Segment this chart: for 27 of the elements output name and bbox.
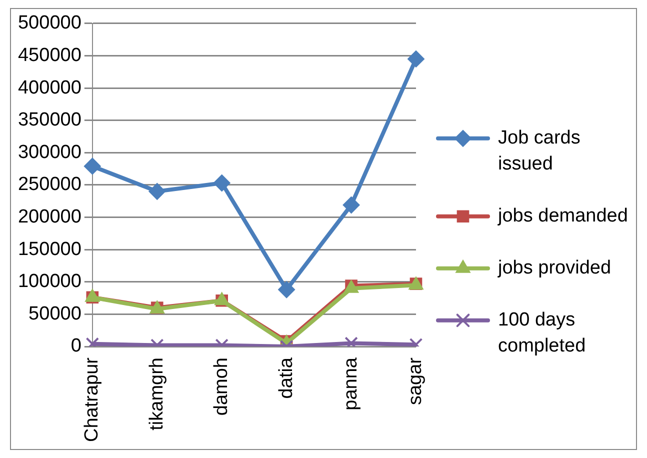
y-tick-label: 400000	[18, 77, 82, 98]
y-tick-label: 350000	[18, 110, 82, 131]
y-tick-label: 0	[70, 336, 82, 357]
point	[84, 288, 100, 302]
point	[342, 196, 360, 214]
legend-label: jobs provided	[497, 258, 612, 279]
point	[148, 182, 166, 200]
point	[84, 158, 101, 175]
legend-label: Job cards issued	[498, 128, 580, 175]
x-tick-label: panna	[340, 357, 362, 410]
y-tick-label: 300000	[18, 142, 82, 163]
y-tick-label: 100000	[18, 271, 82, 292]
y-tick-label: 500000	[18, 12, 82, 34]
x-tick-label: sagar	[405, 356, 426, 406]
y-tick-label: 200000	[18, 206, 82, 228]
y-tick-label: 150000	[18, 238, 82, 260]
legend-label: 100 days completed	[498, 310, 586, 357]
x-tick-label: datia	[276, 357, 297, 399]
y-tick-label: 250000	[18, 174, 82, 196]
x-tick-label: damoh	[211, 358, 232, 416]
y-tick-label: 450000	[18, 44, 82, 66]
point	[344, 336, 358, 347]
y-tick-label: 50000	[28, 303, 82, 324]
x-tick-label: tikamgrh	[146, 358, 168, 430]
point	[213, 174, 230, 192]
x-tick-label: Chatrapur	[82, 356, 103, 442]
legend-label: jobs demanded	[497, 206, 628, 227]
